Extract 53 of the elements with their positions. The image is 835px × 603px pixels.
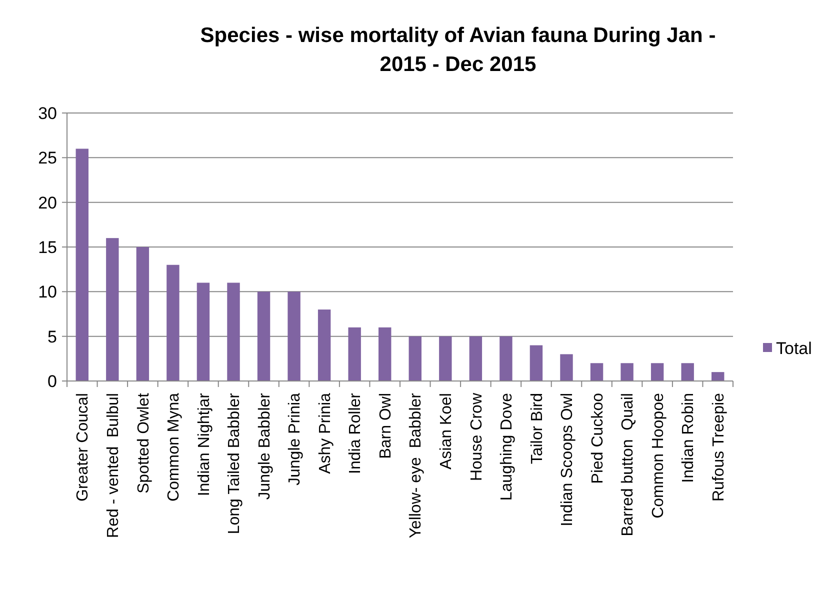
bar [620,363,634,381]
x-tick-label: Common Myna [166,392,183,502]
bar [257,292,270,381]
x-tick-label: Laughing Dove [498,392,516,501]
y-tick-label: 20 [38,193,57,212]
x-tick-label: House Crow [468,392,486,482]
bar [166,264,180,381]
x-tick-label: Indian Robin [680,393,698,483]
x-tick-label: India Roller [347,392,364,474]
x-tick-label: Rufous Treepie [710,392,728,502]
bar [348,327,361,381]
legend-label: Total [776,338,812,358]
bar [712,372,724,381]
x-tick-label: Indian Scoops Owl [559,393,576,526]
bar [288,292,300,381]
bar [650,363,664,381]
x-tick-label: Spotted Owlet [135,392,152,494]
x-tick-label: Red - vented Bulbul [105,393,122,538]
y-tick-label: 0 [48,372,57,391]
bar [500,336,512,381]
bar [318,310,331,381]
bar [530,345,543,381]
x-tick-label: Barred button Quail [620,393,637,536]
bar [439,336,452,381]
y-tick-label: 25 [38,148,57,168]
bar [378,327,392,381]
x-tick-label: Jungle Babbler [256,392,274,500]
bar [408,336,422,381]
y-tick-label: 10 [38,282,57,302]
x-tick-label: Yellow- eye Babbler [408,392,425,538]
bar [590,363,604,381]
x-tick-label: Indian Nightjar [196,392,213,496]
x-tick-label: Long Tailed Babbler [226,392,244,534]
y-tick-label: 15 [38,238,57,257]
x-tick-label: Asian Koel [438,393,456,470]
x-tick-label: Tailor Bird [528,393,546,464]
y-tick-label: 30 [38,104,57,123]
bar [106,238,119,381]
bar [76,148,88,381]
bar [560,354,573,381]
chart-title: Species - wise mortality of Avian fauna During Jan - 2015 - Dec 2015 [200,24,716,76]
bar [227,282,240,381]
y-tick-label: 5 [48,327,57,346]
bar [681,363,694,381]
x-tick-label: Greater Coucal [74,393,92,502]
x-tick-label: Pied Cuckoo [589,392,606,484]
x-tick-label: Barn Owl [377,393,394,459]
bar [196,282,210,381]
bar [469,336,482,381]
x-tick-label: Common Hoopoe [650,392,667,518]
x-tick-label: Ashy Prinia [316,392,334,474]
bar [136,247,150,381]
x-tick-label: Jungle Prinia [286,392,304,486]
